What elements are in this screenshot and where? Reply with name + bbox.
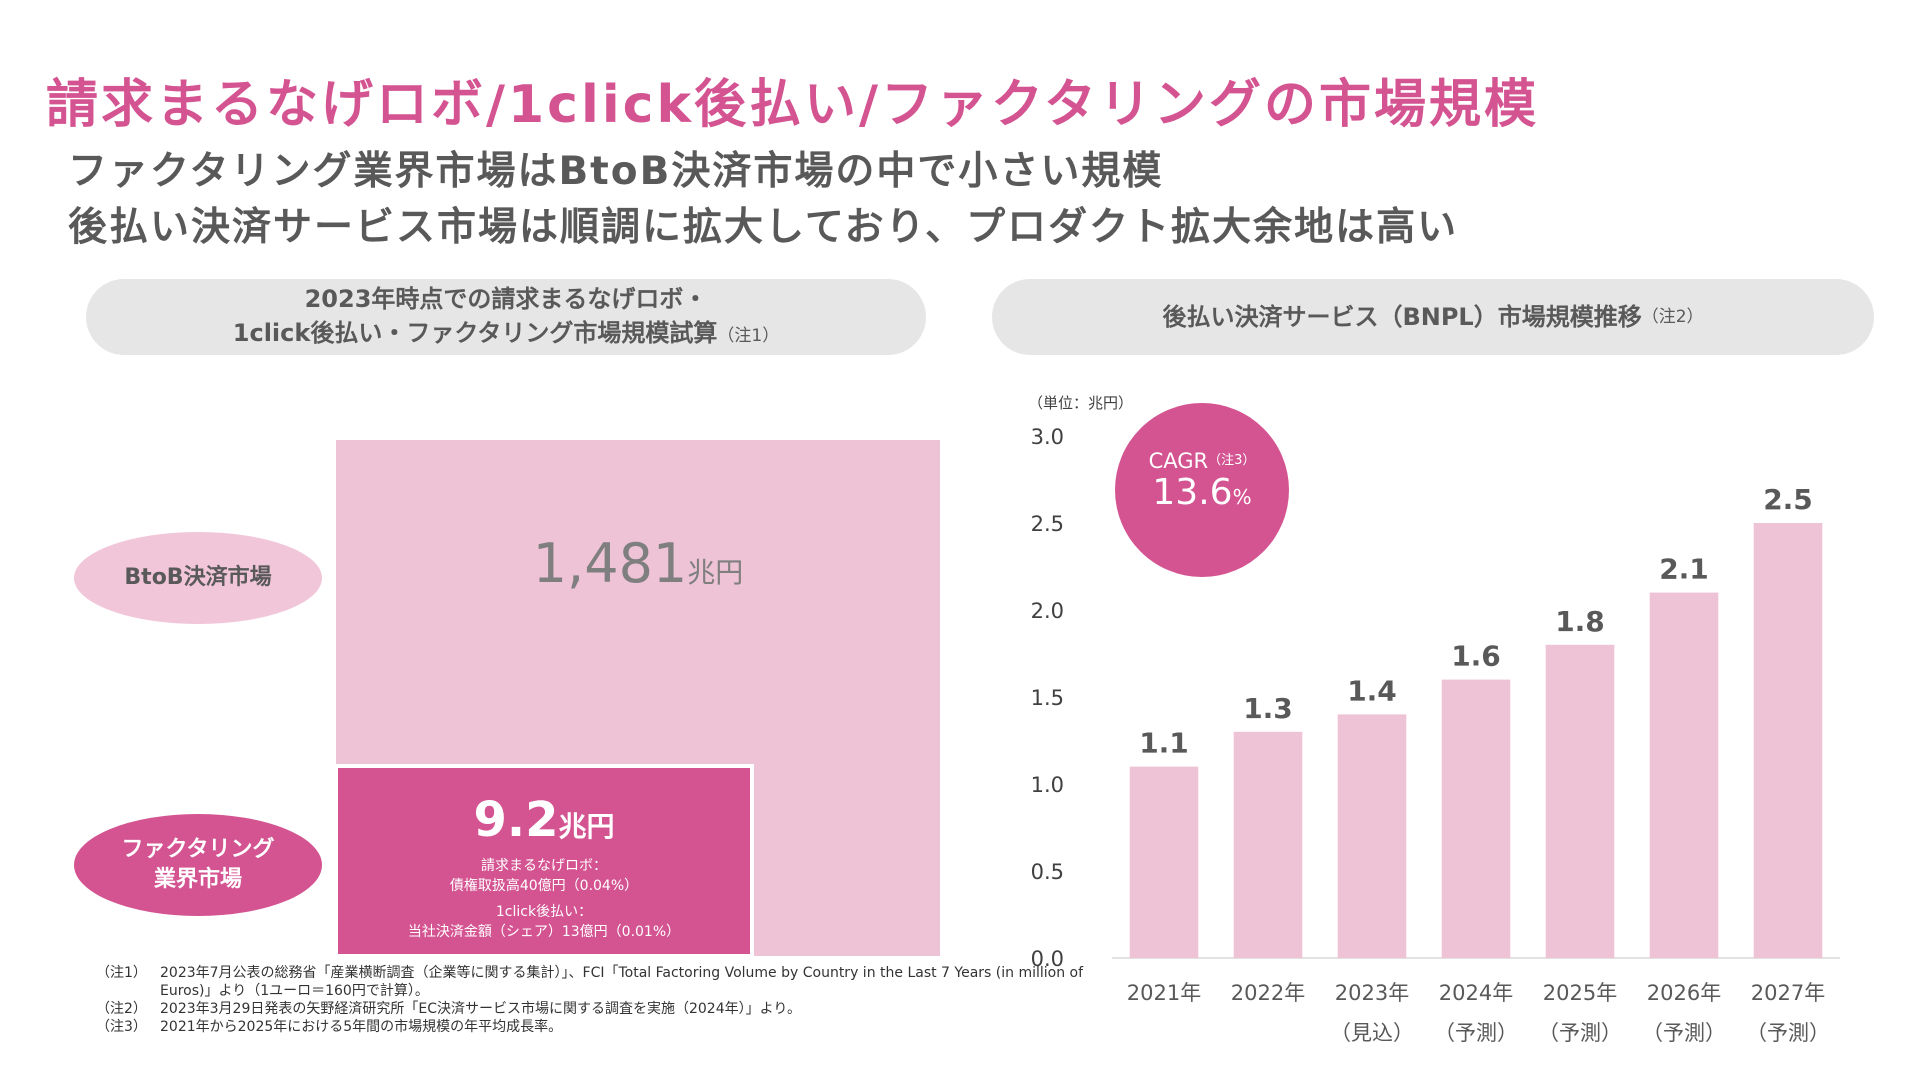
footnote-1-key: （注1） — [96, 965, 147, 981]
footnote-1-text: 2023年7月公表の総務省「産業横断調査（企業等に関する集計）」、FCI「Tot… — [160, 965, 1084, 999]
y-tick-labels: 0.0 0.5 1.0 1.5 2.0 2.5 3.0 — [1031, 425, 1064, 971]
btob-value-unit: 兆円 — [687, 556, 744, 589]
factoring-label-1: ファクタリング — [121, 837, 275, 862]
left-header-line-2-text: 1click後払い・ファクタリング市場規模試算 — [232, 318, 718, 347]
detail-line-2: 債権取扱高40億円（0.04%） — [449, 878, 639, 894]
right-header-note: （注2） — [1641, 307, 1704, 327]
footnote-2: （注2） 2023年3月29日発表の矢野経済研究所「EC決済サービス市場に関する… — [96, 1000, 1120, 1018]
detail-line-1: 請求まるなげロボ： — [481, 858, 607, 874]
value-labels: 1.1 1.3 1.4 1.6 1.8 2.1 2.5 — [1139, 483, 1813, 760]
factoring-label-2: 業界市場 — [153, 867, 242, 892]
footnote-3-text: 2021年から2025年における5年間の市場規模の年平均成長率。 — [160, 1019, 563, 1035]
x-tick-label-5: 2026年 — [1647, 981, 1721, 1005]
cagr-circle: CAGR（注3） 13.6% — [1115, 403, 1289, 577]
subtitle-line-1: ファクタリング業界市場はBtoB決済市場の中で小さい規模 — [68, 149, 1164, 194]
value-label-5: 2.1 — [1659, 553, 1709, 586]
x-tick-label-1: 2022年 — [1231, 981, 1305, 1005]
footnote-1: （注1） 2023年7月公表の総務省「産業横断調査（企業等に関する集計）」、FC… — [96, 964, 1120, 1000]
btob-value: 1,481兆円 — [336, 532, 940, 595]
x-tick-sublabel-5: （予測） — [1642, 1021, 1726, 1045]
unit-label: （単位：兆円） — [1028, 394, 1134, 412]
y-tick-label-5: 2.5 — [1031, 512, 1064, 536]
x-tick-sublabel-6: （予測） — [1746, 1021, 1830, 1045]
cagr-note: （注3） — [1208, 453, 1256, 468]
x-tick-label-2: 2023年 — [1335, 981, 1409, 1005]
subtitle-line-2: 後払い決済サービス市場は順調に拡大しており、プロダクト拡大余地は高い — [68, 205, 1459, 250]
factoring-detail: 請求まるなげロボ： 債権取扱高40億円（0.04%） 1click後払い： 当社… — [338, 856, 750, 942]
cagr-unit: % — [1232, 485, 1252, 509]
detail-line-3: 1click後払い： — [495, 904, 593, 920]
x-tick-sublabel-2: （見込） — [1330, 1021, 1414, 1045]
right-panel-header: 後払い決済サービス（BNPL）市場規模推移 （注2） — [992, 279, 1874, 355]
value-label-1: 1.3 — [1243, 692, 1293, 725]
footnote-3-key: （注3） — [96, 1019, 147, 1035]
factoring-value-unit: 兆円 — [558, 810, 615, 843]
value-label-4: 1.8 — [1555, 605, 1605, 638]
y-tick-label-4: 2.0 — [1031, 599, 1064, 623]
bar-2021年 — [1129, 766, 1199, 958]
value-label-2: 1.4 — [1347, 674, 1397, 707]
bar-2027年 — [1753, 523, 1823, 958]
left-header-note: （注1） — [717, 325, 780, 346]
x-tick-labels: 2021年 2022年 2023年 （見込） 2024年 （予測） 2025年 （予測） 202… — [1127, 981, 1830, 1045]
bar-2026年 — [1649, 592, 1719, 958]
value-label-6: 2.5 — [1763, 483, 1813, 516]
cagr-label: CAGR — [1148, 449, 1209, 473]
value-label-3: 1.6 — [1451, 640, 1501, 673]
y-tick-label-1: 0.5 — [1031, 860, 1064, 884]
bars — [1129, 523, 1823, 958]
factoring-value: 9.2兆円 — [338, 792, 750, 848]
left-panel-header: 2023年時点での請求まるなげロボ・ 1click後払い・ファクタリング市場規模… — [86, 279, 926, 355]
value-label-0: 1.1 — [1139, 727, 1189, 760]
bar-2024年 — [1441, 679, 1511, 958]
footnote-2-text: 2023年3月29日発表の矢野経済研究所「EC決済サービス市場に関する調査を実施… — [160, 1001, 802, 1017]
btob-label: BtoB決済市場 — [124, 565, 272, 590]
factoring-label-ellipse: ファクタリング 業界市場 — [74, 814, 322, 916]
x-tick-label-6: 2027年 — [1751, 981, 1825, 1005]
x-tick-sublabel-3: （予測） — [1434, 1021, 1518, 1045]
page-title: 請求まるなげロボ/1click後払い/ファクタリングの市場規模 — [46, 75, 1539, 135]
cagr-value-row: 13.6% — [1115, 473, 1289, 517]
btob-label-ellipse: BtoB決済市場 — [74, 532, 322, 624]
bar-2023年 — [1337, 714, 1407, 958]
factoring-value-number: 9.2 — [473, 792, 559, 848]
detail-line-4: 当社決済金額（シェア）13億円（0.01%） — [407, 924, 681, 940]
left-header-line-2: 1click後払い・ファクタリング市場規模試算（注1） — [233, 316, 779, 353]
cagr-label-row: CAGR（注3） — [1115, 449, 1289, 473]
bar-2022年 — [1233, 731, 1303, 958]
y-tick-label-0: 0.0 — [1031, 947, 1064, 971]
x-tick-sublabel-4: （予測） — [1538, 1021, 1622, 1045]
x-tick-label-0: 2021年 — [1127, 981, 1201, 1005]
btob-value-number: 1,481 — [532, 532, 688, 595]
factoring-market-box: 9.2兆円 請求まるなげロボ： 債権取扱高40億円（0.04%） 1click後… — [334, 764, 754, 958]
footnote-3: （注3） 2021年から2025年における5年間の市場規模の年平均成長率。 — [96, 1018, 1120, 1036]
bnpl-chart: 0.0 0.5 1.0 1.5 2.0 2.5 3.0 1.1 1.3 1.4 1.6 1.8 2.1… — [1031, 425, 1840, 1045]
right-header-text: 後払い決済サービス（BNPL）市場規模推移 — [1162, 303, 1642, 331]
x-tick-label-3: 2024年 — [1439, 981, 1513, 1005]
footnotes: （注1） 2023年7月公表の総務省「産業横断調査（企業等に関する集計）」、FC… — [96, 964, 1120, 1036]
y-tick-label-6: 3.0 — [1031, 425, 1064, 449]
x-tick-label-4: 2025年 — [1543, 981, 1617, 1005]
footnote-2-key: （注2） — [96, 1001, 147, 1017]
y-tick-label-2: 1.0 — [1031, 773, 1064, 797]
left-header-line-1: 2023年時点での請求まるなげロボ・ — [304, 284, 708, 313]
cagr-value: 13.6 — [1152, 472, 1233, 513]
bar-2025年 — [1545, 644, 1615, 958]
y-tick-label-3: 1.5 — [1031, 686, 1064, 710]
